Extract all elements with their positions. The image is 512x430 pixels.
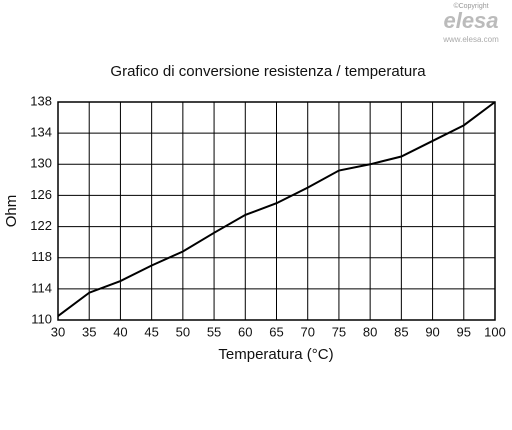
plot-border	[57, 101, 496, 321]
chart-title: Grafico di conversione resistenza / temp…	[110, 63, 426, 80]
y-tick-label: 118	[31, 249, 52, 264]
x-tick-label: 50	[176, 324, 190, 339]
y-tick-label: 114	[31, 280, 52, 295]
x-tick-label: 80	[363, 324, 377, 339]
x-tick-label: 85	[394, 324, 408, 339]
x-tick-label: 75	[332, 324, 346, 339]
y-tick-label: 138	[30, 93, 52, 108]
y-tick-label: 126	[30, 187, 52, 202]
x-tick-label: 45	[144, 324, 158, 339]
x-tick-label: 65	[269, 324, 283, 339]
x-tick-label: 60	[238, 324, 252, 339]
x-tick-label: 95	[457, 324, 471, 339]
watermark-copyright: ©Copyright	[453, 2, 488, 10]
x-tick-label: 40	[113, 324, 127, 339]
x-tick-label: 30	[51, 324, 65, 339]
y-tick-label: 122	[30, 218, 52, 233]
y-axis-label: Ohm	[3, 195, 20, 228]
watermark-brand: elesa	[443, 8, 498, 33]
y-tick-label: 130	[30, 156, 52, 171]
x-axis-label: Temperatura (°C)	[218, 346, 333, 363]
x-tick-label: 70	[300, 324, 314, 339]
x-tick-label: 55	[207, 324, 221, 339]
x-tick-label: 100	[484, 324, 506, 339]
x-tick-label: 35	[82, 324, 96, 339]
watermark-url: www.elesa.com	[442, 35, 499, 44]
x-tick-label: 90	[425, 324, 439, 339]
data-line	[57, 101, 496, 317]
y-tick-label: 134	[30, 125, 52, 140]
y-tick-label: 110	[31, 311, 52, 326]
